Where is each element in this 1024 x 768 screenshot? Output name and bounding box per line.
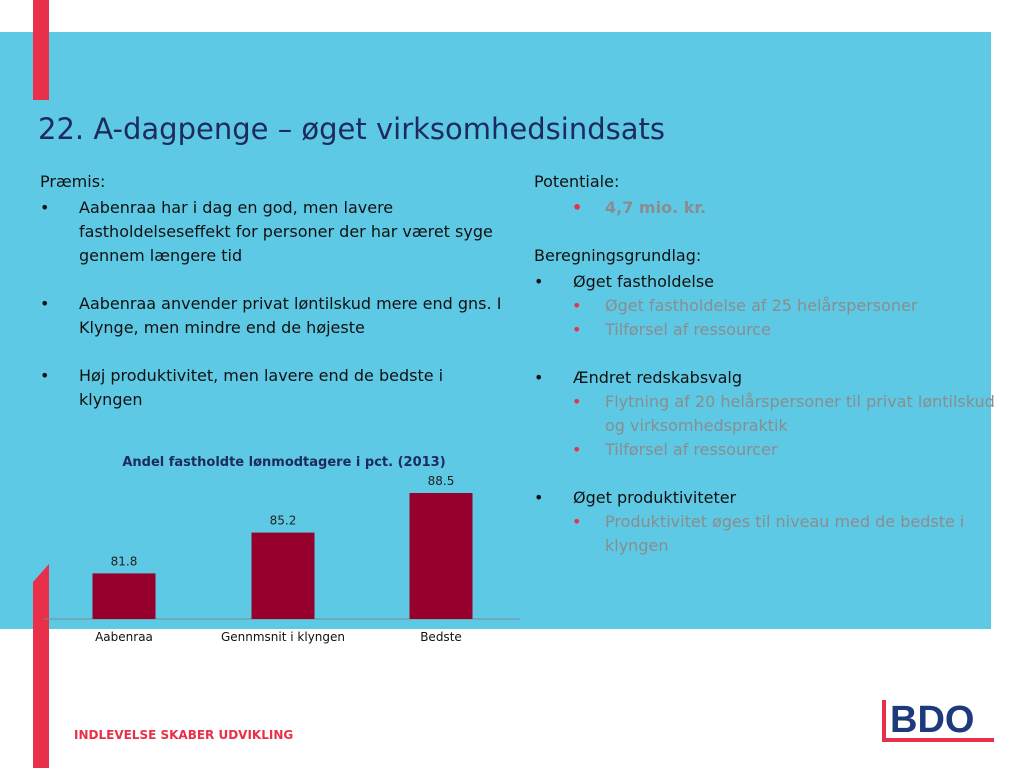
slide-title: 22. A-dagpenge – øget virksomhedsindsats xyxy=(38,112,665,146)
logo-text: BDO xyxy=(890,699,974,741)
bdo-logo: BDO xyxy=(882,699,994,742)
accent-bar-bottom xyxy=(33,564,49,768)
basis-item: Flytning af 20 helårspersoner til privat… xyxy=(534,390,1004,438)
potential-section: Potentiale: 4,7 mio. kr. Beregningsgrund… xyxy=(534,170,1004,558)
basis-item: Tilførsel af ressourcer xyxy=(534,438,1004,462)
chart-data-label: 81.8 xyxy=(111,554,138,568)
chart-title: Andel fastholdte lønmodtagere i pct. (20… xyxy=(122,455,446,470)
chart-category-label: Gennmsnit i klyngen xyxy=(221,630,345,644)
basis-group-label: Øget fastholdelse xyxy=(534,270,1004,294)
premise-bullet: Aabenraa har i dag en god, men lavere fa… xyxy=(40,196,510,268)
premise-bullet: Høj produktivitet, men lavere end de bed… xyxy=(40,364,510,412)
accent-bar-top xyxy=(33,0,49,100)
potential-value: 4,7 mio. kr. xyxy=(534,196,1004,220)
chart-bar xyxy=(92,573,156,619)
retention-chart: Andel fastholdte lønmodtagere i pct. (20… xyxy=(44,455,524,650)
footer-slogan: INDLEVELSE SKABER UDVIKLING xyxy=(74,728,294,742)
basis-group-label: Ændret redskabsvalg xyxy=(534,366,1004,390)
chart-plot: 81.8 Aabenraa 85.2 Gennmsnit i klyngen 88.5 B… xyxy=(44,474,520,644)
basis-heading: Beregningsgrundlag: xyxy=(534,246,702,265)
premise-bullet: Aabenraa anvender privat løntilskud mere… xyxy=(40,292,510,340)
basis-item: Tilførsel af ressource xyxy=(534,318,1004,342)
chart-data-label: 88.5 xyxy=(428,474,455,488)
chart-data-label: 85.2 xyxy=(270,514,297,528)
basis-item: Produktivitet øges til niveau med de bed… xyxy=(534,510,1004,558)
chart-bar xyxy=(251,532,315,619)
chart-category-label: Bedste xyxy=(420,630,462,644)
chart-bar xyxy=(409,493,473,619)
chart-category-label: Aabenraa xyxy=(95,630,153,644)
basis-group-label: Øget produktiviteter xyxy=(534,486,1004,510)
premise-heading: Præmis: xyxy=(40,172,106,191)
premise-section: Præmis: Aabenraa har i dag en god, men l… xyxy=(40,170,510,412)
basis-item: Øget fastholdelse af 25 helårspersoner xyxy=(534,294,1004,318)
potential-heading: Potentiale: xyxy=(534,172,620,191)
